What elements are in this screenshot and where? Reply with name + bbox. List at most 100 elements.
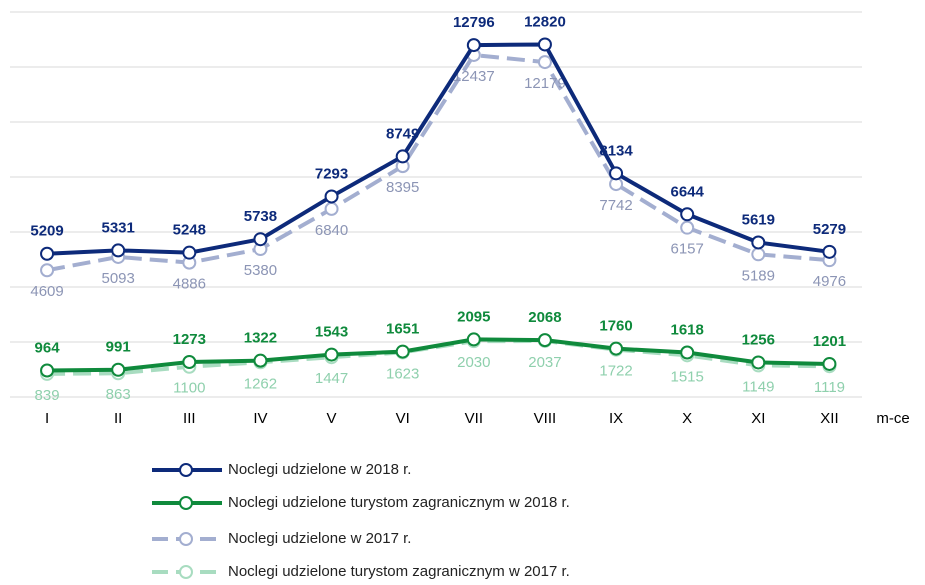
data-label: 1119: [814, 379, 845, 396]
data-label: 2030: [457, 354, 490, 371]
x-tick-label: II: [114, 410, 122, 427]
data-label: 1623: [386, 365, 419, 382]
point: [253, 232, 268, 247]
data-label: 991: [106, 339, 131, 356]
data-label: 8134: [599, 142, 633, 159]
data-label: 1322: [244, 330, 277, 347]
data-label: 6644: [671, 183, 705, 200]
data-label: 5209: [30, 223, 63, 240]
data-label: 1447: [315, 370, 348, 387]
data-label: 1651: [386, 321, 419, 338]
data-label: 4609: [30, 283, 63, 300]
legend-label: Noclegi udzielone turystom zagranicznym …: [228, 494, 570, 511]
data-label: 964: [35, 339, 61, 356]
x-tick-label: XI: [751, 410, 765, 427]
data-label: 12820: [524, 13, 566, 30]
series-line: [46, 52, 830, 273]
data-label: 1262: [244, 375, 277, 392]
data-label: 5619: [742, 211, 775, 228]
data-label: 1273: [173, 331, 206, 348]
data-label: 1256: [742, 331, 775, 348]
data-label: 2037: [528, 354, 561, 371]
data-label: 4886: [173, 276, 206, 293]
legend-marker: [179, 496, 193, 510]
legend-label: Noclegi udzielone turystom zagranicznym …: [228, 563, 570, 580]
data-label: 8395: [386, 179, 419, 196]
legend-marker: [179, 463, 193, 477]
data-label: 5331: [102, 219, 135, 236]
point: [324, 189, 339, 204]
point: [40, 363, 55, 378]
data-label: 1149: [742, 378, 774, 395]
legend-label: Noclegi udzielone w 2018 r.: [228, 461, 411, 478]
point: [395, 344, 410, 359]
data-label: 5279: [813, 221, 846, 238]
point: [466, 38, 481, 53]
point: [680, 345, 695, 360]
data-label: 6157: [671, 241, 704, 258]
data-label: 1760: [599, 318, 632, 335]
point: [751, 355, 766, 370]
data-label: 12179: [524, 75, 566, 92]
point: [111, 243, 126, 258]
data-label: 6840: [315, 222, 348, 239]
data-label: 1722: [599, 363, 632, 380]
x-tick-label: I: [45, 410, 49, 427]
data-label: 2095: [457, 308, 490, 325]
data-label: 1543: [315, 324, 348, 341]
data-label: 839: [35, 387, 60, 404]
point: [324, 347, 339, 362]
data-label: 5248: [173, 222, 206, 239]
point: [182, 354, 197, 369]
legend-label: Noclegi udzielone w 2017 r.: [228, 530, 411, 547]
data-label: 1515: [671, 368, 704, 385]
point: [537, 37, 552, 52]
data-label: 12796: [453, 14, 495, 31]
series-line: [47, 337, 830, 373]
data-label: 863: [106, 386, 131, 403]
x-tick-label: VI: [396, 410, 410, 427]
data-label: 5738: [244, 208, 277, 225]
data-label: 1618: [671, 321, 704, 338]
x-axis-label: m-ce: [876, 410, 909, 427]
x-tick-label: IV: [253, 410, 267, 427]
legend-marker: [179, 532, 193, 546]
data-label: 5380: [244, 262, 277, 279]
x-tick-label: X: [682, 410, 692, 427]
point: [609, 166, 624, 181]
point: [253, 353, 268, 368]
point: [324, 201, 339, 216]
point: [609, 341, 624, 356]
point: [822, 356, 837, 371]
point: [182, 245, 197, 260]
data-label: 1100: [173, 380, 205, 397]
x-tick-label: XII: [820, 410, 838, 427]
point: [111, 362, 126, 377]
point: [537, 55, 552, 70]
legend-marker: [179, 565, 193, 579]
data-label: 8749: [386, 125, 419, 142]
x-tick-label: IX: [609, 410, 623, 427]
data-label: 5093: [102, 270, 135, 287]
data-label: 7742: [599, 197, 632, 214]
point: [537, 333, 552, 348]
point: [395, 149, 410, 164]
point: [466, 332, 481, 347]
point: [40, 263, 55, 278]
point: [751, 235, 766, 250]
data-label: 7293: [315, 165, 348, 182]
point: [680, 220, 695, 235]
point: [680, 207, 695, 222]
data-label: 12437: [453, 68, 495, 85]
point: [40, 246, 55, 261]
data-label: 2068: [528, 309, 561, 326]
x-tick-label: V: [327, 410, 337, 427]
series-line: [46, 42, 830, 256]
data-label: 4976: [813, 273, 846, 290]
point: [751, 247, 766, 262]
x-tick-label: VIII: [534, 410, 557, 427]
x-tick-label: VII: [465, 410, 483, 427]
x-tick-label: III: [183, 410, 196, 427]
data-label: 1201: [813, 333, 846, 350]
